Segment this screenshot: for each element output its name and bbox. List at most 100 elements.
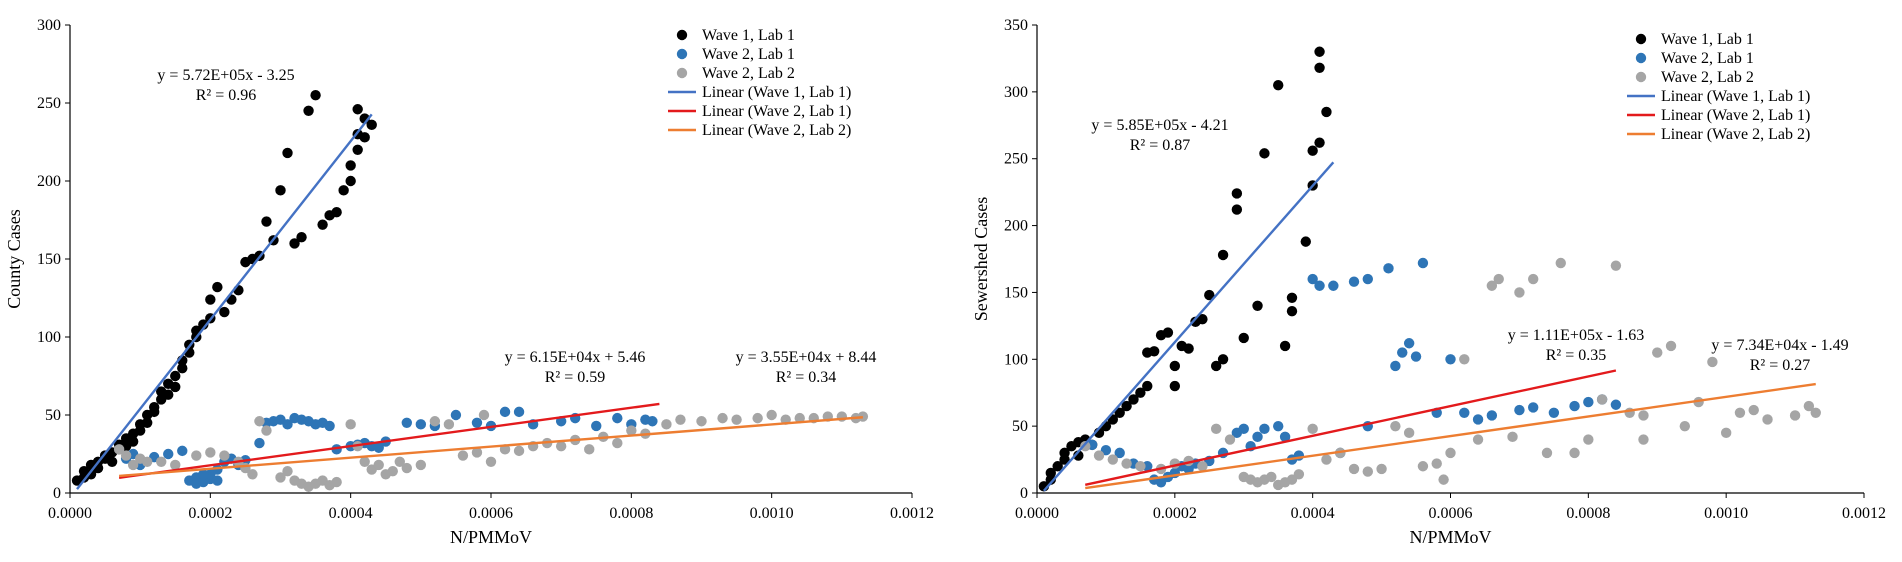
x-tick-label: 0.0010 [750,505,794,522]
data-point [1259,148,1270,159]
data-point [478,409,490,421]
data-point [1093,450,1105,461]
x-tick-label: 0.0002 [1153,505,1197,522]
data-point [1541,447,1553,459]
data-point [1252,431,1263,443]
data-point [1128,394,1139,405]
data-point [696,416,707,427]
x-tick-label: 0.0010 [1704,505,1748,522]
data-point [212,475,223,486]
legend-label: Wave 2, Lab 1 [1661,50,1754,67]
data-point [1555,257,1566,269]
data-point [1238,423,1249,435]
data-point [331,476,342,488]
data-point [1583,434,1594,445]
chart-panel-2: 0 50 100 150 200 250 300 350 0.0000 0.0002 0.0004 0… [971,17,1886,547]
data-point [1217,249,1229,261]
data-point [345,175,356,187]
y-axis-title: County Cases [4,209,24,309]
data-point [1638,434,1649,445]
data-point [1762,414,1773,425]
data-point [1638,410,1649,421]
data-point [1438,474,1449,485]
data-point [219,306,230,318]
data-point [584,444,595,455]
trendline-equation: y = 3.55E+04x + 8.44 [736,349,877,366]
data-point [1431,458,1442,469]
y-tick-label: 150 [37,251,61,268]
data-point [1383,263,1394,274]
data-point [141,417,153,428]
data-point [471,417,483,428]
data-point [1286,305,1298,317]
data-point [1231,188,1243,199]
data-point [1528,273,1539,285]
data-point [1376,463,1387,475]
legend-label: Linear (Wave 2, Lab 1) [1661,107,1810,124]
data-point [1190,316,1201,328]
trendline [119,416,863,478]
data-point [141,456,153,467]
y-tick-label: 100 [1004,351,1028,368]
data-point [275,472,286,483]
data-point [247,469,258,480]
data-point [338,185,349,196]
data-point [1507,431,1518,443]
x-tick-label: 0.0004 [329,505,373,522]
data-point [1362,273,1374,285]
data-point [212,281,223,293]
data-point [1045,467,1056,479]
data-point [163,389,174,400]
data-point [1390,420,1401,432]
series-1 [1038,46,1332,492]
data-point [1169,380,1181,392]
trendline-equation: y = 5.85E+05x - 4.21 [1091,117,1228,134]
legend-label: Linear (Wave 2, Lab 1) [702,103,851,120]
data-point [1183,343,1194,354]
legend-label: Wave 2, Lab 2 [702,65,795,82]
legend-label: Wave 2, Lab 2 [1661,69,1754,86]
x-tick-label: 0.0000 [48,505,92,522]
y-tick-label: 50 [45,407,61,424]
data-point [373,459,384,471]
data-point [275,185,286,196]
data-point [401,462,412,474]
data-point [254,437,265,449]
data-point [1748,404,1759,416]
data-point [198,469,209,480]
data-point [1273,420,1284,432]
data-point [1238,332,1249,344]
data-point [457,450,469,461]
data-point [443,419,455,430]
data-point [415,419,427,430]
data-point [1321,454,1332,465]
trendline-r2: R² = 0.27 [1750,357,1811,374]
data-point [1224,434,1236,445]
y-tick-label: 200 [1004,218,1028,235]
data-point [1114,407,1125,418]
data-point [1204,289,1215,301]
data-point [1286,292,1298,303]
x-axis-title: N/PMMoV [1409,527,1491,547]
data-point [1403,338,1415,349]
data-point [1445,447,1456,459]
data-point [1121,458,1132,469]
data-point [1314,46,1325,57]
data-point [1231,204,1243,215]
data-point [1397,347,1408,358]
data-point [1169,360,1181,372]
legend-label: Wave 1, Lab 1 [702,27,795,44]
legend-marker [676,29,688,41]
data-point [1162,327,1174,338]
data-point [1314,62,1325,73]
data-point [1679,420,1691,432]
data-point [1493,273,1504,285]
data-point [205,447,216,458]
y-tick-label: 0 [53,485,61,502]
legend-label: Linear (Wave 2, Lab 2) [702,122,851,139]
data-point [1314,280,1325,291]
data-point [429,416,441,427]
data-point [612,437,623,449]
trendline [118,402,660,479]
